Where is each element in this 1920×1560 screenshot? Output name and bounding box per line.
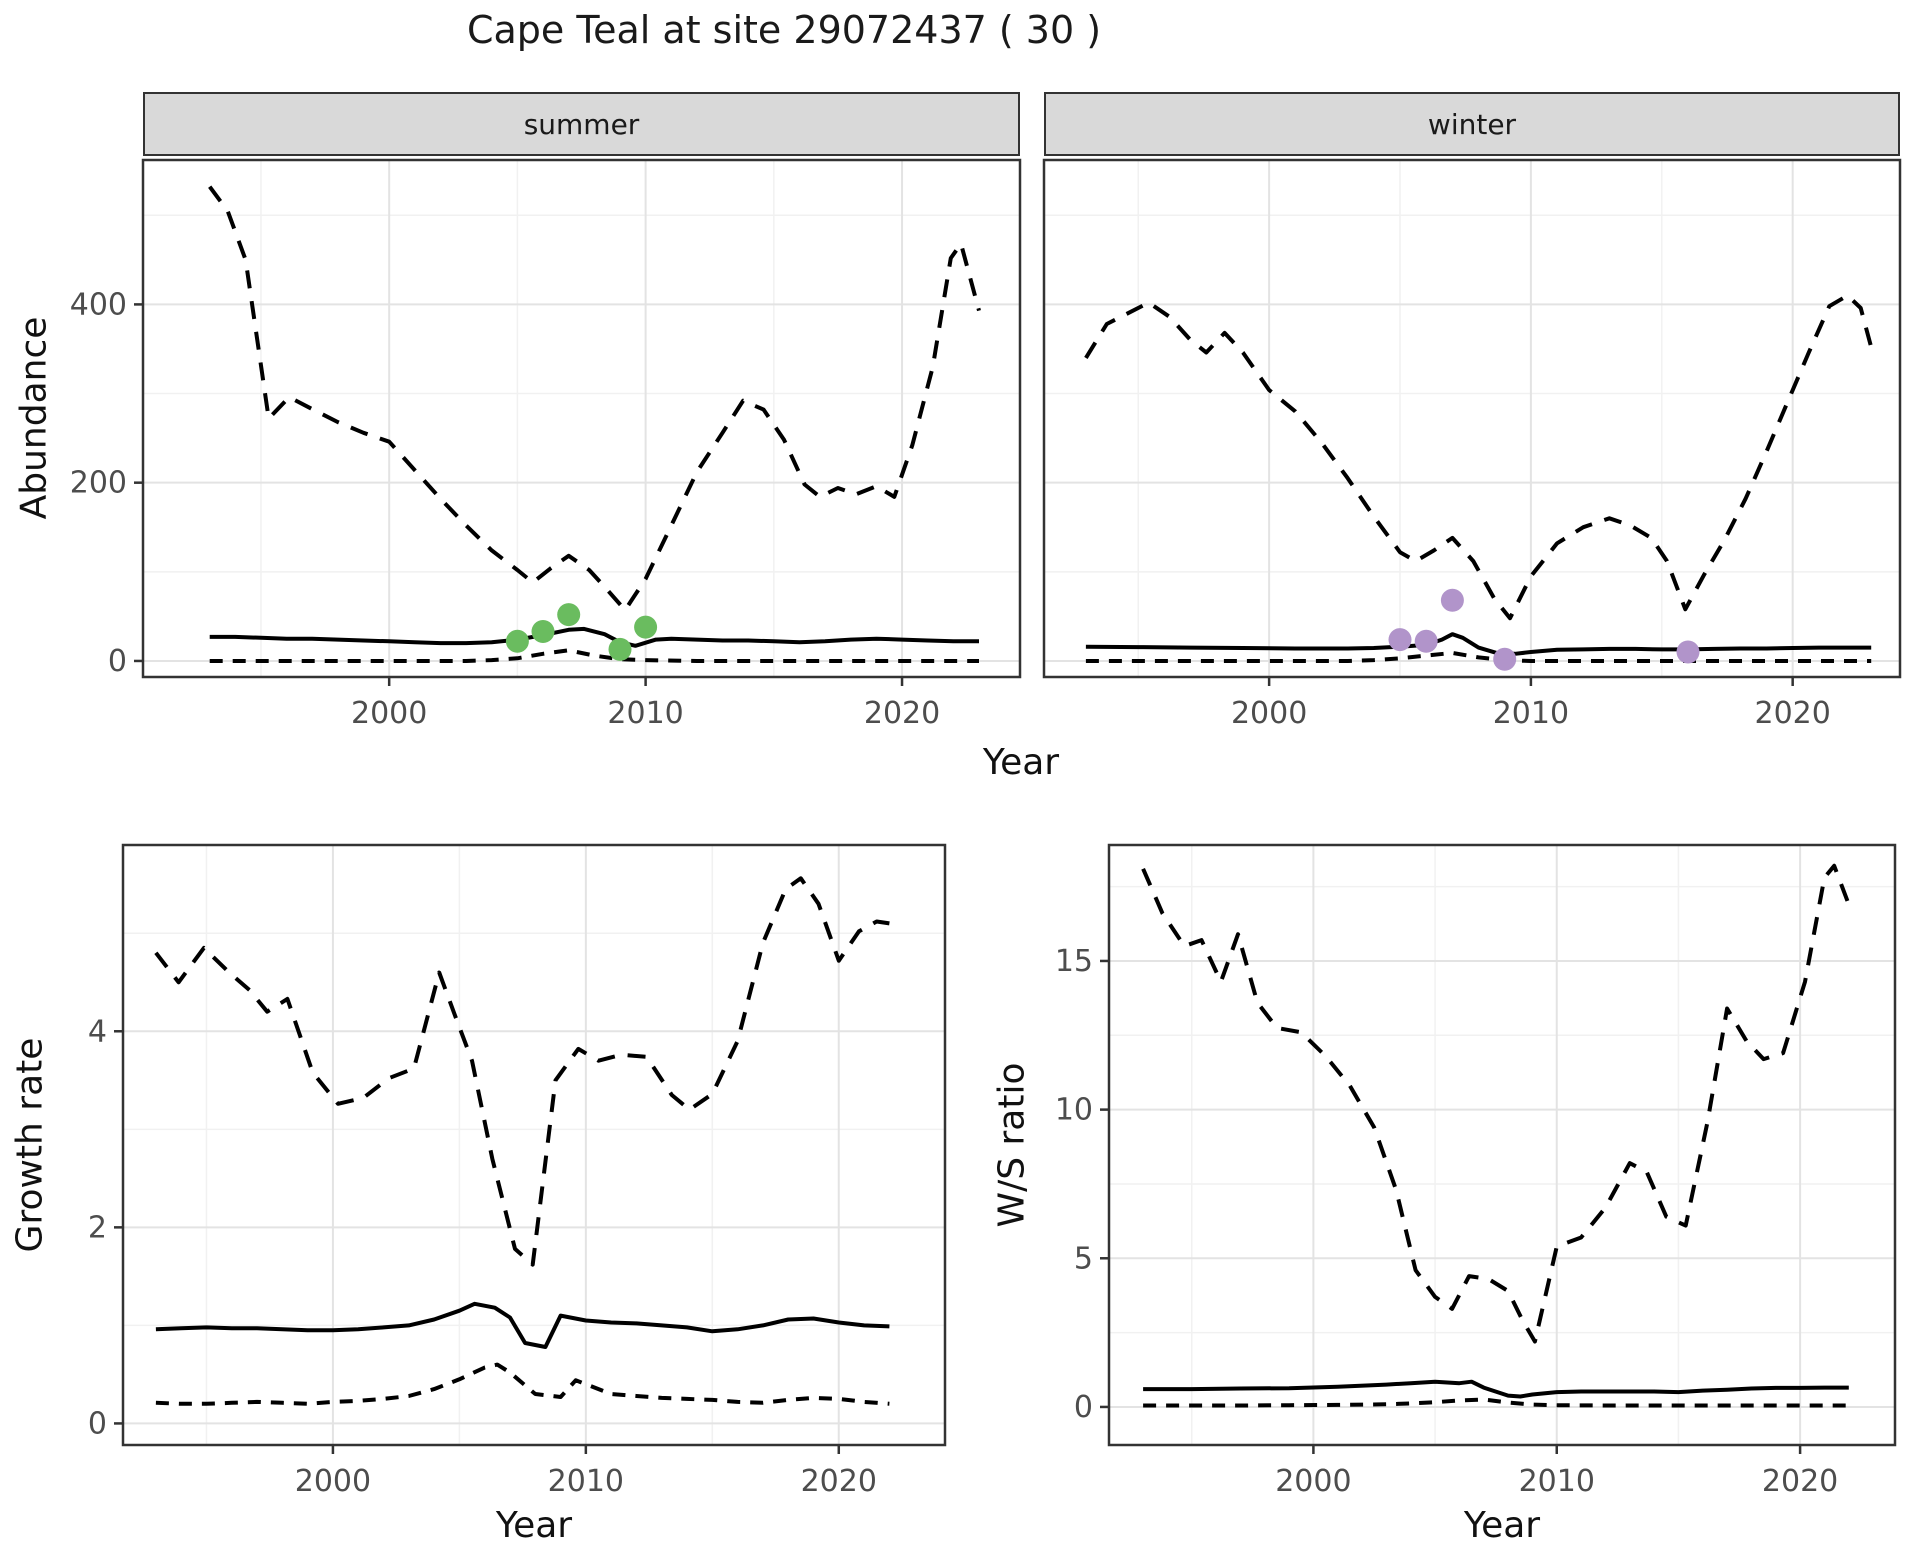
- x-tick-label: 2000: [295, 1464, 371, 1499]
- x-tick-label: 2010: [1519, 1464, 1595, 1499]
- lower-ci-line: [1143, 1397, 1849, 1408]
- data-point: [505, 629, 529, 653]
- x-tick-label: 2010: [607, 696, 683, 731]
- y-tick-label: 0: [108, 644, 127, 679]
- facet-strip-summer: summer: [143, 92, 1020, 156]
- upper-ci-line: [154, 876, 890, 1267]
- panel-border: [1107, 843, 1897, 1447]
- data-point: [531, 620, 555, 643]
- median-line: [1085, 632, 1872, 656]
- lower-ci-line: [155, 1362, 890, 1406]
- y-tick-label: 4: [88, 1014, 107, 1049]
- chart-title: Cape Teal at site 29072437 ( 30 ): [466, 8, 1102, 52]
- panel-border: [141, 158, 1022, 679]
- y-tick-label: 10: [1055, 1093, 1093, 1128]
- facet-strip-winter-label: winter: [1427, 107, 1517, 141]
- panel-border: [1042, 158, 1902, 679]
- lower-ci-line: [209, 648, 979, 663]
- data-point: [634, 615, 658, 639]
- median-line: [209, 626, 979, 648]
- data-point: [1414, 629, 1438, 653]
- x-tick-label: 2000: [1231, 696, 1307, 731]
- median-line: [155, 1301, 890, 1349]
- y-axis-title-ws-ratio: W/S ratio: [991, 1062, 1033, 1228]
- y-tick-label: 0: [88, 1406, 107, 1441]
- y-tick-label: 5: [1074, 1241, 1093, 1276]
- panel-ws-ratio: 2000 2010 2020 0 5 10 15: [1055, 843, 1897, 1499]
- data-point: [608, 637, 632, 661]
- x-axis-title-growth-rate: Year: [495, 1505, 573, 1546]
- panel-growth-rate: 2000 2010 2020 0 2 4: [88, 843, 947, 1499]
- y-tick-label: 2: [88, 1210, 107, 1245]
- data-point: [1676, 640, 1700, 664]
- x-axis-title-ws-ratio: Year: [1463, 1505, 1541, 1546]
- panel-border: [121, 843, 947, 1447]
- x-tick-label: 2010: [1493, 696, 1569, 731]
- x-tick-label: 2000: [1275, 1464, 1351, 1499]
- x-tick-label: 2020: [864, 696, 940, 731]
- lower-ci-line: [1085, 650, 1872, 663]
- y-axis-title-abundance: Abundance: [13, 316, 55, 520]
- data-point: [1493, 647, 1517, 671]
- data-point: [1388, 628, 1412, 652]
- y-tick-label: 400: [70, 287, 127, 322]
- x-tick-label: 2010: [548, 1464, 624, 1499]
- data-point: [1440, 588, 1464, 612]
- x-tick-label: 2020: [1754, 696, 1830, 731]
- data-point: [557, 603, 581, 627]
- x-axis-title-top: Year: [982, 742, 1060, 783]
- facet-strip-summer-label: summer: [523, 107, 640, 141]
- panel-abundance-winter: 2000 2010 2020: [1042, 158, 1902, 731]
- facet-strip-winter: winter: [1044, 92, 1900, 156]
- x-tick-label: 2020: [801, 1464, 877, 1499]
- panel-abundance-summer: 2000 2010 2020 0 200 400: [70, 158, 1022, 731]
- y-tick-label: 15: [1055, 944, 1093, 979]
- x-tick-label: 2000: [351, 696, 427, 731]
- y-tick-label: 0: [1074, 1390, 1093, 1425]
- y-axis-title-growth-rate: Growth rate: [9, 1037, 51, 1253]
- y-tick-label: 200: [70, 466, 127, 501]
- x-tick-label: 2020: [1762, 1464, 1838, 1499]
- upper-ci-line: [208, 185, 981, 613]
- upper-ci-line: [1084, 293, 1874, 621]
- median-line: [1143, 1379, 1849, 1399]
